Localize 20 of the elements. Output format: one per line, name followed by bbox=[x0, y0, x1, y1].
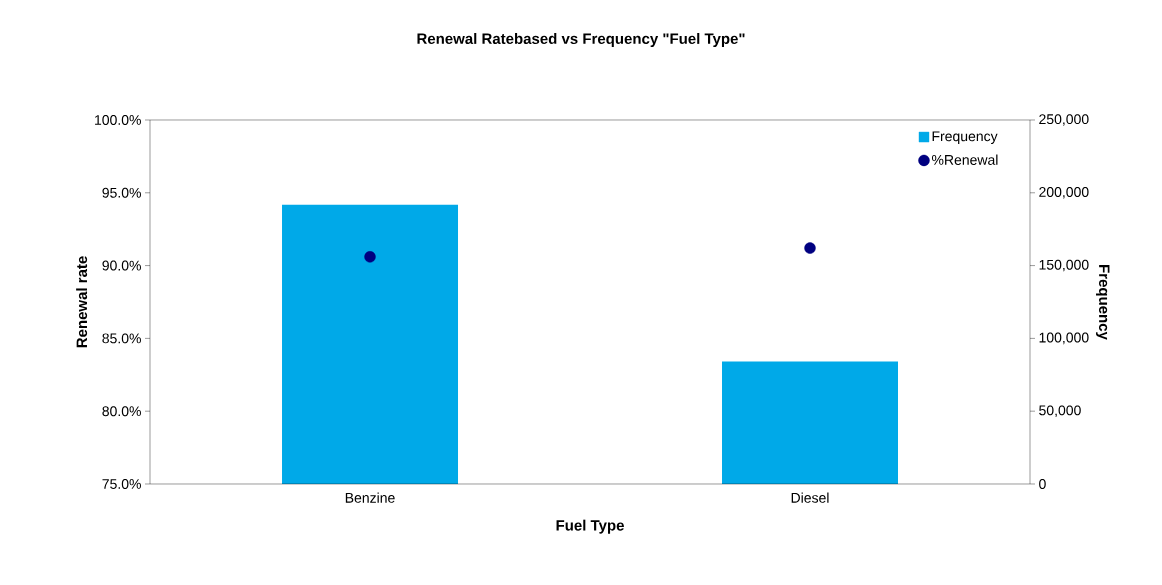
y-tick-label: 90.0% bbox=[102, 260, 141, 271]
y2-tick-label: 100,000 bbox=[1039, 332, 1089, 345]
y-tick-label: 95.0% bbox=[102, 187, 141, 198]
y2-tick-label: 250,000 bbox=[1039, 114, 1089, 126]
y2-axis-title: Frequency bbox=[1096, 265, 1110, 340]
y-tick-label: 100.0% bbox=[95, 115, 141, 125]
y-tick-label: 80.0% bbox=[102, 406, 141, 417]
x-tick-label: Benzine bbox=[345, 492, 395, 503]
legend-label: %Renewal bbox=[931, 154, 998, 165]
y-tick-label: 85.0% bbox=[102, 333, 141, 344]
y-tick-label: 75.0% bbox=[102, 479, 141, 489]
y-axis-title: Renewal rate bbox=[76, 256, 88, 348]
legend-label: Frequency bbox=[932, 131, 998, 145]
chart-title: Renewal Ratebased vs Frequency "Fuel Type" bbox=[417, 33, 745, 47]
y2-tick-label: 50,000 bbox=[1039, 405, 1081, 417]
y2-tick-label: 150,000 bbox=[1039, 259, 1089, 272]
x-tick-label: Diesel bbox=[791, 492, 829, 503]
y2-tick-label: 0 bbox=[1039, 479, 1046, 489]
y2-tick-label: 200,000 bbox=[1039, 186, 1089, 199]
x-axis-title: Fuel Type bbox=[556, 519, 624, 534]
